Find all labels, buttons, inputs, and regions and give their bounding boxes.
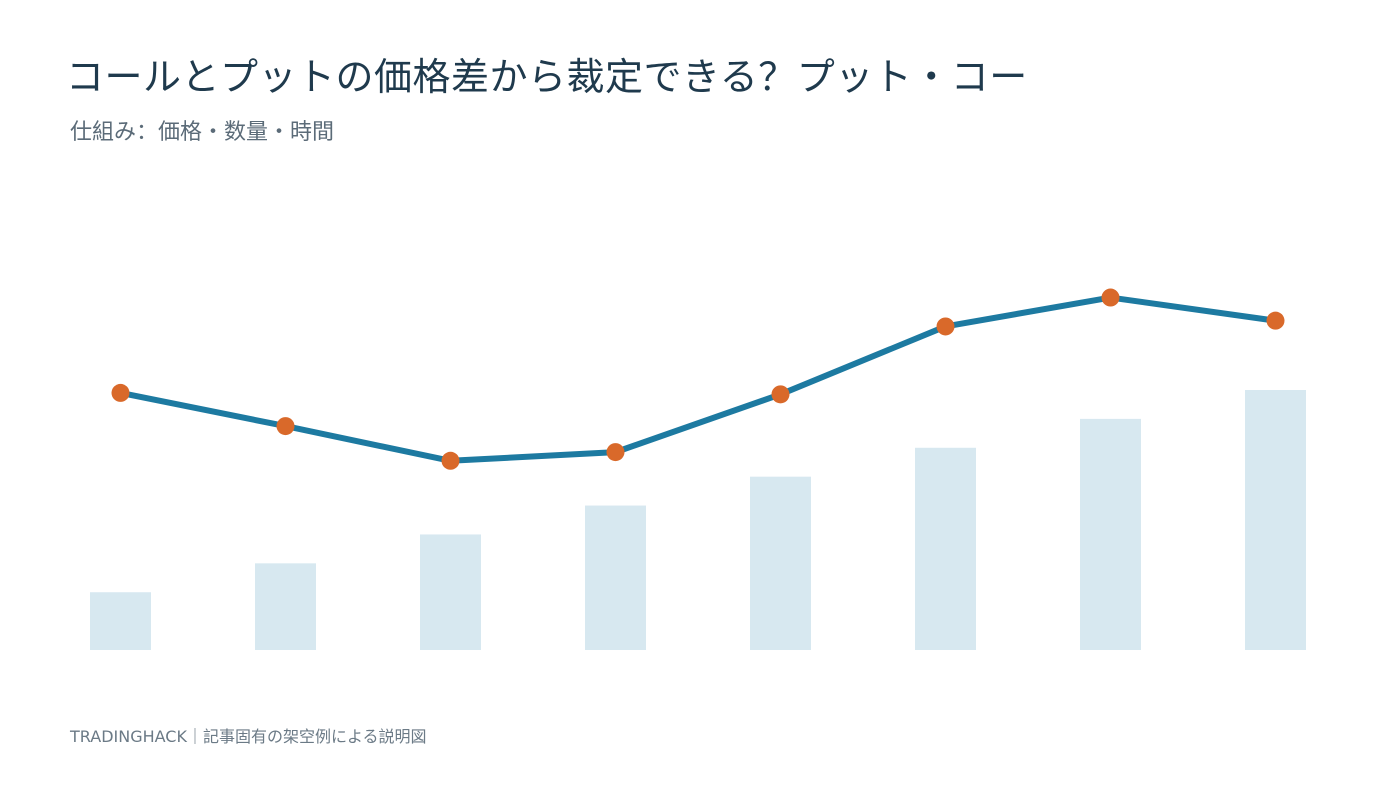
footer-credit: TRADINGHACK｜記事固有の架空例による説明図 — [70, 727, 427, 746]
line-point-2 — [276, 417, 295, 436]
chart-title: コールとプットの価格差から裁定できる？プット・コー — [66, 55, 1028, 99]
line-point-7 — [1101, 288, 1120, 307]
chart-subtitle: 仕組み：価格・数量・時間 — [70, 120, 335, 145]
line-series — [117, 294, 1279, 464]
line-point-6 — [936, 317, 955, 336]
bar-series — [90, 390, 1306, 650]
bar-8 — [1245, 390, 1306, 650]
line-point-5 — [771, 385, 790, 404]
bar-4 — [585, 505, 646, 650]
marker-series — [111, 288, 1285, 470]
bar-7 — [1080, 418, 1141, 650]
bar-3 — [420, 534, 481, 650]
bar-1 — [90, 592, 151, 650]
line-point-4 — [606, 443, 625, 462]
bar-2 — [255, 563, 316, 650]
line-point-3 — [441, 451, 460, 470]
line-path — [117, 294, 1279, 464]
bar-6 — [915, 447, 976, 650]
bar-5 — [750, 476, 811, 650]
line-point-1 — [111, 383, 130, 402]
line-point-8 — [1266, 311, 1285, 330]
